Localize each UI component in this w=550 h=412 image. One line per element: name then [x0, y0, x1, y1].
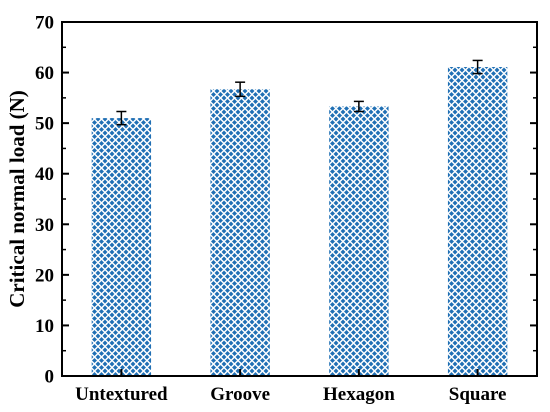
bar-square — [447, 67, 508, 376]
y-tick-label: 10 — [35, 316, 54, 337]
error-bars-group — [116, 59, 483, 126]
error-bar-untextured — [116, 110, 127, 126]
y-tick-label: 20 — [35, 265, 54, 286]
x-tick-label: Groove — [210, 384, 270, 405]
y-axis: 0 10 20 30 40 50 60 70 — [35, 13, 537, 388]
bars-group — [91, 67, 508, 376]
x-tick-label: Hexagon — [323, 384, 395, 405]
x-tick-label: Square — [449, 384, 507, 405]
error-bar-square — [472, 59, 483, 75]
x-axis: Untextured Groove Hexagon Square — [75, 369, 506, 405]
y-tick-label: 70 — [35, 13, 54, 34]
y-tick-label: 30 — [35, 215, 54, 236]
y-tick-label: 60 — [35, 63, 54, 84]
y-axis-title: Critical normal load (N) — [5, 90, 29, 308]
y-tick-label: 50 — [35, 114, 54, 135]
error-bar-groove — [235, 81, 246, 98]
bar-hexagon — [329, 106, 389, 376]
bar-untextured — [91, 118, 152, 376]
bar-groove — [210, 89, 270, 376]
y-tick-label: 0 — [45, 367, 55, 388]
x-tick-label: Untextured — [75, 384, 168, 405]
error-bar-hexagon — [353, 100, 364, 113]
y-tick-label: 40 — [35, 164, 54, 185]
